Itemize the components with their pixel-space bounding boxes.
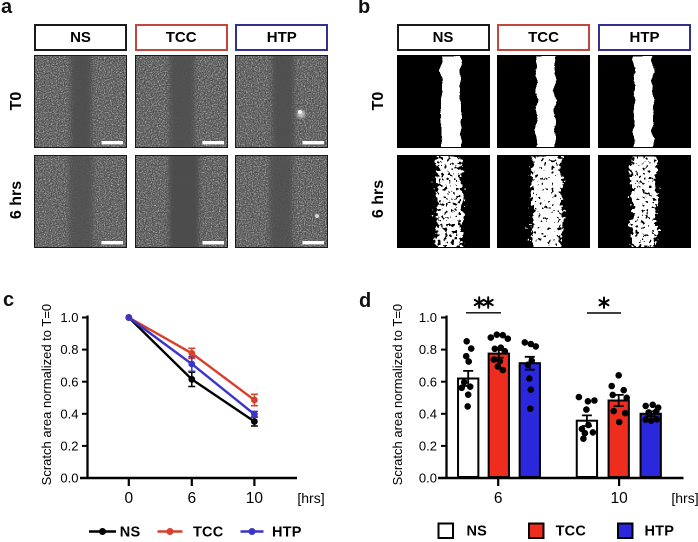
svg-text:NS: NS <box>120 525 141 541</box>
svg-text:NS: NS <box>467 523 488 539</box>
svg-text:6: 6 <box>494 490 503 507</box>
svg-text:TCC: TCC <box>556 523 587 539</box>
svg-text:10: 10 <box>610 490 628 507</box>
svg-text:10: 10 <box>246 490 264 507</box>
svg-text:HTP: HTP <box>272 525 302 541</box>
svg-text:0.6: 0.6 <box>60 374 78 389</box>
svg-text:0.8: 0.8 <box>419 342 437 357</box>
svg-text:0.4: 0.4 <box>60 406 78 421</box>
svg-text:0.2: 0.2 <box>419 439 437 454</box>
svg-text:HTP: HTP <box>645 523 675 539</box>
svg-text:1.0: 1.0 <box>419 310 437 325</box>
svg-text:0.4: 0.4 <box>419 406 437 421</box>
svg-text:[hrs]: [hrs] <box>297 490 324 506</box>
svg-text:1.0: 1.0 <box>60 310 78 325</box>
svg-text:0.6: 0.6 <box>419 374 437 389</box>
svg-text:0.0: 0.0 <box>60 471 78 486</box>
svg-text:0.2: 0.2 <box>60 439 78 454</box>
svg-text:Scratch area normalized to T=0: Scratch area normalized to T=0 <box>390 304 405 486</box>
svg-text:0: 0 <box>124 490 133 507</box>
svg-text:0.0: 0.0 <box>419 471 437 486</box>
svg-text:TCC: TCC <box>193 525 224 541</box>
svg-text:Scratch area normalized to T=0: Scratch area normalized to T=0 <box>39 304 54 486</box>
svg-text:0.8: 0.8 <box>60 342 78 357</box>
svg-text:6: 6 <box>187 490 196 507</box>
svg-text:[hrs]: [hrs] <box>671 490 698 506</box>
